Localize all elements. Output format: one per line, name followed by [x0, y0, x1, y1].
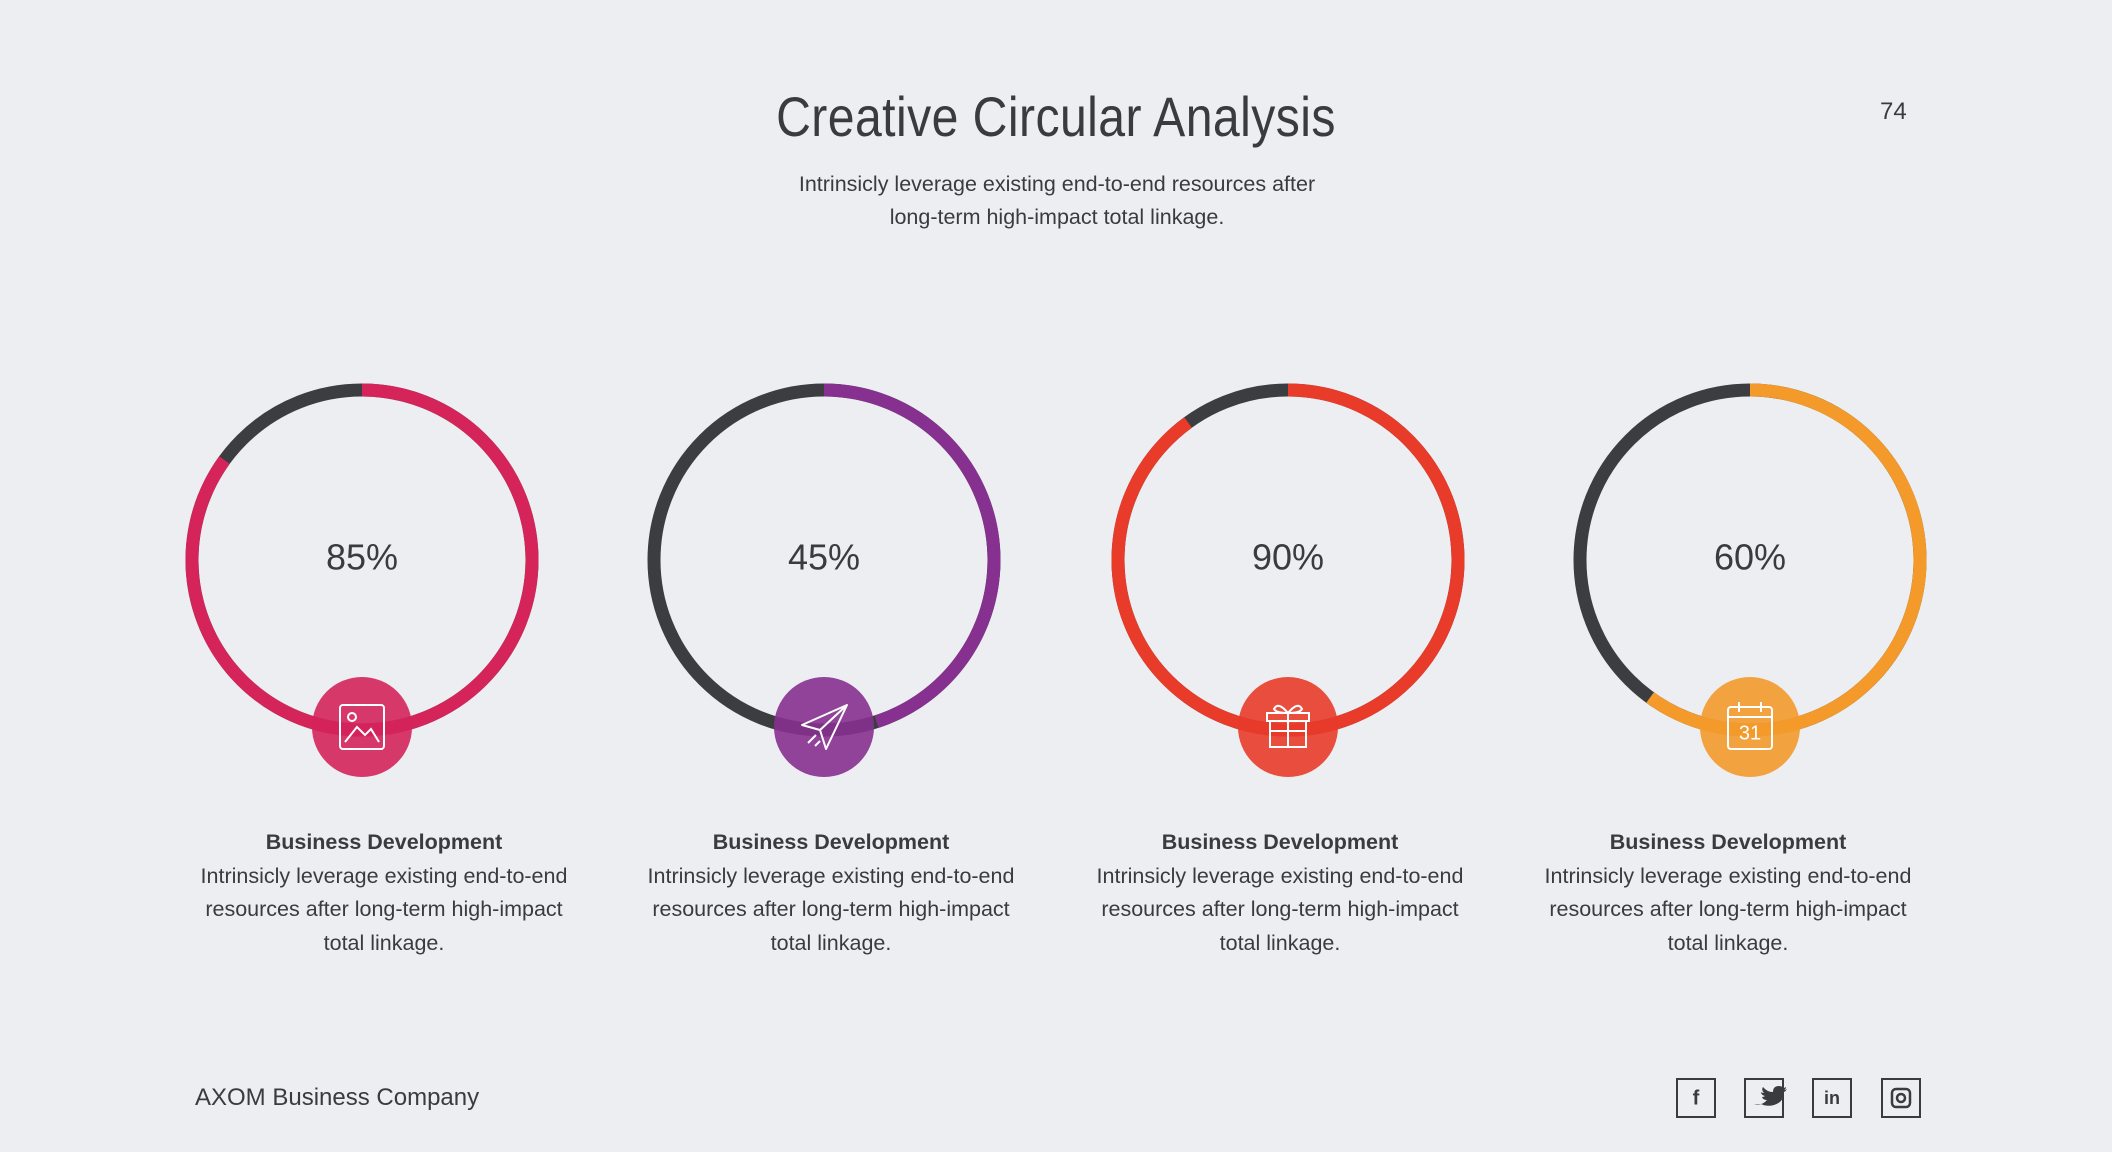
twitter-icon[interactable]: [1754, 1086, 1787, 1106]
progress-ring: 60% 31: [1573, 383, 1927, 777]
caption-title: Business Development: [265, 830, 503, 854]
social-box[interactable]: [1676, 1078, 1716, 1118]
social-box[interactable]: [1812, 1078, 1852, 1118]
caption: Business Development Intrinsicly leverage…: [1533, 826, 1923, 960]
social-instagram[interactable]: [1881, 1078, 1921, 1118]
caption-title: Business Development: [1609, 830, 1847, 854]
icon-calendar-top: [1728, 702, 1772, 718]
company-name: AXOM Business Company: [195, 1084, 480, 1111]
icon-frame: [339, 704, 385, 750]
icon-badge: [312, 677, 412, 777]
progress-ring: 90%: [1111, 383, 1465, 777]
ring-value-label: 85%: [326, 537, 398, 578]
ring-value-label: 60%: [1714, 537, 1786, 578]
icon-mountain: [344, 725, 380, 743]
icon-calendar: [1727, 706, 1773, 750]
caption-title: Business Development: [1161, 830, 1399, 854]
instagram-lens: [1895, 1092, 1907, 1104]
calendar-day: 31: [1739, 722, 1761, 744]
icon-plane: [801, 704, 848, 750]
title: Creative Circular Analysis: [776, 85, 1336, 148]
caption-text: Intrinsicly leverage existing end-to-end…: [1544, 863, 1912, 955]
caption: Business Development Intrinsicly leverage…: [189, 826, 579, 960]
caption-title: Business Development: [712, 830, 950, 854]
caption: Business Development Intrinsicly leverage…: [1085, 826, 1475, 960]
instagram-icon[interactable]: [1890, 1087, 1912, 1109]
social-twitter[interactable]: [1744, 1078, 1787, 1118]
icon-badge: [1700, 677, 1800, 777]
ring-progress: [823, 383, 1001, 728]
page-number: 74: [1880, 98, 1907, 125]
social-linkedin[interactable]: in: [1812, 1078, 1852, 1118]
caption-text: Intrinsicly leverage existing end-to-end…: [1096, 863, 1464, 955]
progress-ring: 45%: [647, 383, 1001, 777]
ring-progress: [185, 383, 539, 737]
caption-text: Intrinsicly leverage existing end-to-end…: [200, 863, 568, 955]
icon-gift-ribbon: [1270, 704, 1306, 747]
caption-text: Intrinsicly leverage existing end-to-end…: [647, 863, 1015, 955]
social-box[interactable]: [1744, 1078, 1784, 1118]
icon-sun: [347, 712, 357, 722]
linkedin-icon[interactable]: in: [1824, 1088, 1840, 1108]
caption: Business Development Intrinsicly leverage…: [636, 826, 1026, 960]
subtitle: Intrinsicly leverage existing end-to-end…: [798, 172, 1316, 229]
ring-value-label: 90%: [1252, 537, 1324, 578]
social-facebook[interactable]: f: [1676, 1078, 1716, 1118]
ring-value-label: 45%: [788, 537, 860, 578]
progress-ring: 85%: [185, 383, 539, 777]
ring-progress: [1111, 383, 1465, 737]
social-box[interactable]: [1881, 1078, 1921, 1118]
facebook-icon[interactable]: f: [1693, 1087, 1700, 1109]
